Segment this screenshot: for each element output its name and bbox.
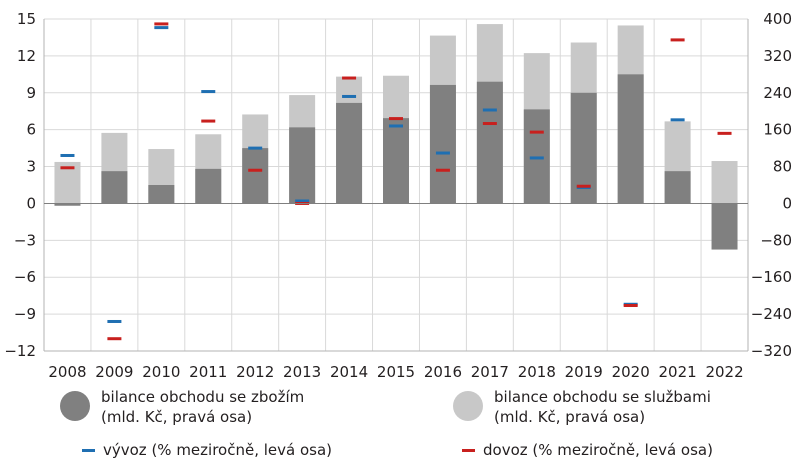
legend-services-line2: (mld. Kč, pravá osa): [494, 408, 646, 426]
axes: [43, 19, 749, 352]
x-tick-label-2022: 2022: [705, 363, 743, 381]
bar-goods-2021: [664, 171, 691, 204]
right-tick-label: 0: [782, 194, 792, 212]
marker-exports-2013: [295, 199, 310, 203]
marker-exports-2015: [389, 124, 403, 128]
x-tick-label-2011: 2011: [189, 363, 227, 381]
right-tick-label: 160: [763, 121, 792, 139]
bar-goods-2008: [54, 203, 81, 206]
marker-imports-2012: [248, 168, 263, 172]
marker-exports-2009: [107, 319, 122, 323]
x-tick-label-2008: 2008: [48, 363, 86, 381]
x-tick-label-2019: 2019: [565, 363, 603, 381]
imports-swatch: [462, 449, 475, 452]
right-tick-label: −80: [760, 231, 792, 249]
right-tick-label: −320: [751, 342, 792, 360]
legend-services-line1: bilance obchodu se službami: [494, 388, 711, 406]
marker-exports-2014: [342, 94, 357, 98]
left-tick-label: 15: [17, 10, 36, 28]
marker-exports-2008: [60, 153, 75, 157]
marker-imports-2010: [154, 22, 169, 26]
right-tick-label: −160: [751, 268, 792, 286]
left-tick-label: 3: [26, 158, 36, 176]
bar-goods-2012: [242, 148, 269, 204]
marker-imports-2022: [717, 131, 732, 135]
bars: [54, 24, 738, 250]
marker-exports-2016: [435, 151, 450, 155]
marker-exports-2021: [670, 118, 685, 122]
x-tick-label-2014: 2014: [330, 363, 368, 381]
marker-imports-2008: [60, 166, 75, 170]
marker-imports-2021: [670, 38, 685, 42]
services-swatch: [453, 391, 483, 421]
bar-services-2022: [711, 161, 738, 204]
legend-imports-label: dovoz (% meziročně, levá osa): [483, 441, 713, 459]
left-tick-label: −12: [4, 342, 36, 360]
bar-goods-2022: [711, 203, 738, 250]
marker-imports-2009: [107, 337, 122, 341]
bar-goods-2010: [148, 185, 175, 204]
left-tick-label: 9: [26, 84, 36, 102]
marker-imports-2020: [623, 304, 638, 308]
bar-goods-2013: [289, 127, 316, 204]
left-tick-label: −9: [14, 305, 36, 323]
right-tick-label: 80: [773, 158, 792, 176]
x-tick-label-2010: 2010: [142, 363, 180, 381]
marker-imports-2018: [529, 130, 544, 134]
marker-exports-2011: [201, 90, 216, 94]
marker-exports-2012: [248, 146, 263, 150]
x-tick-label-2021: 2021: [659, 363, 697, 381]
marker-imports-2011: [201, 119, 216, 123]
left-tick-label: 6: [26, 121, 36, 139]
marker-imports-2016: [435, 168, 450, 172]
goods-swatch: [60, 391, 90, 421]
x-tick-label-2018: 2018: [518, 363, 556, 381]
marker-imports-2019: [576, 184, 591, 188]
marker-exports-2017: [482, 108, 497, 112]
marker-imports-2017: [482, 122, 497, 126]
legend-goods-line2: (mld. Kč, pravá osa): [101, 408, 253, 426]
bar-goods-2016: [429, 84, 456, 204]
left-tick-label: −3: [14, 231, 36, 249]
tick-labels: −12 −9 −6 −3 0 3 6 9 12 15 −320 −240 −160 −80 0 80 160 24…: [4, 10, 792, 381]
x-tick-label-2013: 2013: [283, 363, 321, 381]
marker-exports-2010: [154, 26, 169, 30]
bar-goods-2014: [336, 102, 363, 204]
x-tick-label-2020: 2020: [612, 363, 650, 381]
bar-goods-2015: [383, 118, 409, 204]
bar-goods-2018: [523, 109, 550, 204]
marker-imports-2014: [342, 76, 357, 80]
right-tick-label: 320: [763, 47, 792, 65]
x-tick-label-2015: 2015: [377, 363, 415, 381]
marker-exports-2018: [529, 156, 544, 160]
bar-goods-2011: [195, 168, 222, 204]
x-tick-label-2016: 2016: [424, 363, 462, 381]
right-tick-label: 240: [763, 84, 792, 102]
bar-goods-2020: [617, 74, 644, 204]
right-tick-label: 400: [763, 10, 792, 28]
x-tick-label-2009: 2009: [95, 363, 133, 381]
left-tick-label: 0: [26, 194, 36, 212]
left-tick-label: −6: [14, 268, 36, 286]
exports-swatch: [82, 449, 95, 452]
marker-imports-2015: [389, 117, 403, 121]
bar-goods-2017: [476, 81, 503, 204]
legend-goods-line1: bilance obchodu se zbožím: [101, 388, 305, 406]
left-tick-label: 12: [17, 47, 36, 65]
right-tick-label: −240: [751, 305, 792, 323]
markers: [60, 22, 732, 341]
legend-exports-label: vývoz (% meziročně, levá osa): [103, 441, 333, 459]
x-tick-label-2012: 2012: [236, 363, 274, 381]
bar-goods-2009: [101, 171, 128, 204]
x-tick-label-2017: 2017: [471, 363, 509, 381]
